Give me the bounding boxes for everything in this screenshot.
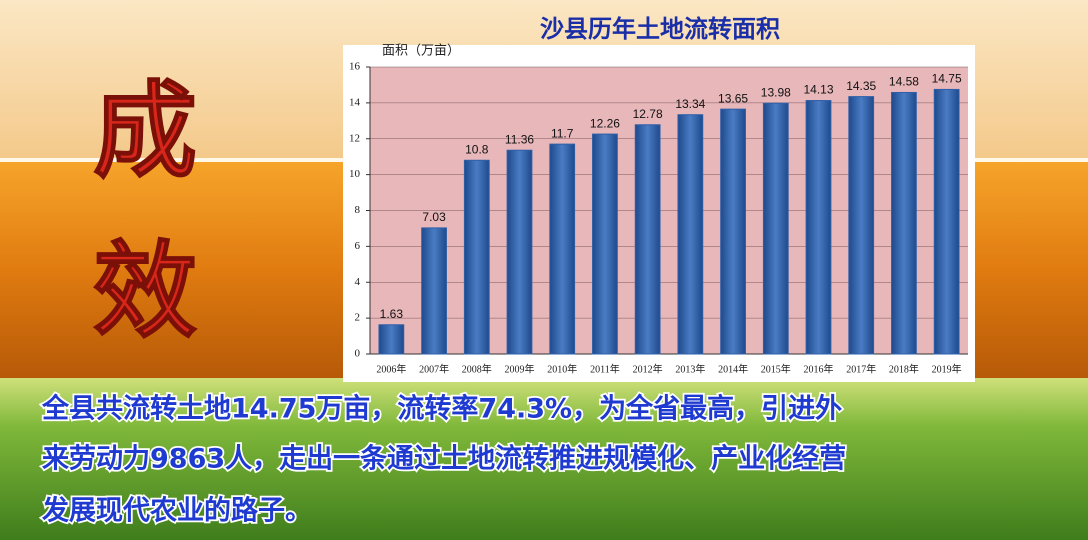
- x-tick-label: 2008年: [462, 362, 492, 375]
- bar: [720, 108, 746, 355]
- bar: [506, 149, 533, 355]
- y-tick-label: 16: [349, 61, 361, 73]
- y-tick-label: 10: [349, 168, 361, 180]
- x-tick-label: 2013年: [675, 362, 705, 375]
- x-tick-label: 2007年: [419, 362, 449, 375]
- y-tick-label: 0: [355, 348, 361, 360]
- x-tick-label: 2006年: [376, 362, 406, 375]
- bar: [634, 124, 661, 355]
- x-tick-label: 2009年: [505, 362, 535, 375]
- bar: [677, 114, 704, 355]
- bar: [762, 102, 789, 355]
- x-tick-label: 2011年: [590, 362, 620, 375]
- bar: [592, 133, 618, 355]
- value-label: 11.7: [551, 126, 574, 140]
- x-tick-label: 2019年: [932, 362, 962, 375]
- bar: [805, 100, 832, 355]
- heading-char: 成: [93, 69, 197, 192]
- x-tick-label: 2016年: [804, 362, 834, 375]
- value-label: 13.65: [718, 91, 748, 105]
- x-tick-label: 2017年: [846, 362, 876, 375]
- value-label: 7.03: [422, 210, 446, 224]
- y-tick-label: 12: [349, 132, 360, 144]
- x-tick-label: 2015年: [761, 362, 791, 375]
- chart-title: 沙县历年土地流转面积: [540, 15, 780, 43]
- body-line: 发展现代农业的路子。: [41, 495, 312, 527]
- value-label: 10.8: [465, 142, 489, 156]
- y-tick-label: 6: [355, 240, 361, 252]
- x-tick-label: 2014年: [718, 362, 748, 375]
- bar: [933, 88, 960, 355]
- bar: [463, 159, 490, 355]
- value-label: 14.75: [932, 72, 962, 86]
- bar: [891, 91, 917, 355]
- value-label: 14.13: [803, 83, 833, 97]
- y-tick-label: 8: [355, 204, 361, 216]
- y-tick-label: 2: [355, 312, 361, 324]
- bar: [378, 324, 405, 355]
- x-tick-label: 2012年: [633, 362, 663, 375]
- value-label: 11.36: [505, 132, 534, 146]
- y-axis-label: 面积（万亩）: [382, 43, 460, 59]
- value-label: 13.98: [761, 85, 791, 99]
- chart: 0 2 4 6 8 10 12 14 16 2006年 1.63 2007年 7.03 2008年 10.8…: [349, 61, 968, 375]
- body-line: 来劳动力9863人，走出一条通过土地流转推进规模化、产业化经营: [42, 443, 846, 475]
- value-label: 14.35: [846, 79, 876, 93]
- heading-char: 效: [93, 229, 197, 352]
- x-tick-label: 2018年: [889, 362, 919, 375]
- value-label: 12.26: [590, 116, 620, 130]
- body-line: 全县共流转土地14.75万亩，流转率74.3%，为全省最高，引进外: [41, 393, 842, 425]
- bar: [549, 143, 576, 355]
- y-tick-label: 4: [355, 276, 361, 288]
- x-tick-label: 2010年: [547, 362, 577, 375]
- y-tick-label: 14: [349, 96, 361, 108]
- bar: [421, 227, 447, 355]
- value-label: 1.63: [380, 307, 404, 321]
- bar: [848, 96, 875, 355]
- value-label: 13.34: [675, 97, 705, 111]
- value-label: 12.78: [633, 107, 663, 121]
- value-label: 14.58: [889, 75, 919, 89]
- background-field: [0, 378, 1088, 540]
